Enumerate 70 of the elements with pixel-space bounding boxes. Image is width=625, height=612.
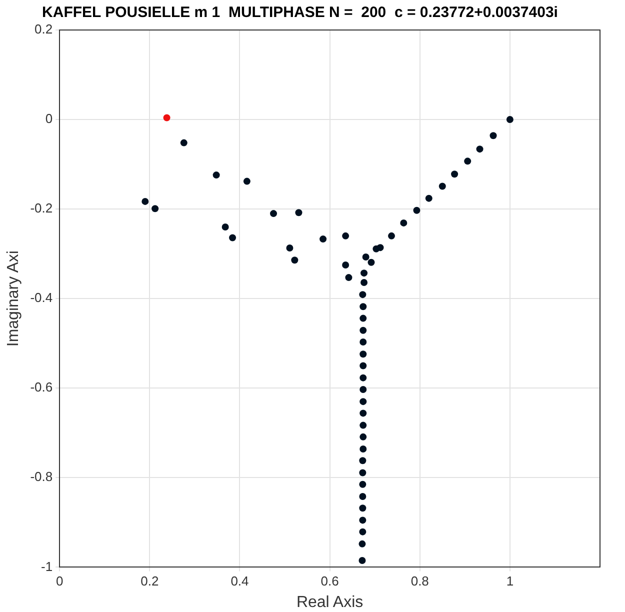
point: [360, 270, 368, 277]
x-axis-title: Real Axis: [296, 594, 364, 611]
x-tick-label: 0.8: [410, 574, 429, 589]
point: [476, 146, 484, 153]
point: [359, 504, 366, 512]
point: [360, 278, 368, 286]
chart-title: KAFFEL POUSIELLE m 1 MULTIPHASE N = 200 c = 0.23772+0.0037403i: [42, 4, 558, 22]
point: [359, 457, 366, 464]
point: [295, 209, 302, 216]
point: [376, 244, 384, 252]
point: [320, 236, 327, 243]
point: [360, 374, 367, 382]
point: [506, 116, 514, 124]
point: [464, 158, 472, 165]
x-tick-label: 0.6: [320, 574, 339, 589]
point: [360, 303, 367, 310]
y-tick-label: -0.6: [30, 380, 53, 395]
point: [229, 234, 236, 242]
point: [360, 422, 367, 429]
point: [359, 291, 366, 298]
point: [451, 170, 458, 178]
y-tick-label: -0.2: [30, 200, 53, 216]
point: [286, 244, 294, 252]
x-tick-label: 0.4: [230, 574, 249, 589]
point: [345, 274, 352, 282]
point: [360, 362, 367, 370]
point: [360, 446, 367, 453]
point: [360, 398, 367, 406]
point: [360, 410, 367, 417]
point: [342, 262, 350, 269]
point: [438, 182, 446, 190]
point: [359, 516, 366, 524]
point: [270, 210, 278, 218]
point: [388, 232, 395, 240]
point: [360, 386, 367, 393]
point: [243, 178, 250, 185]
point: [362, 253, 370, 260]
x-tick-label: 0.2: [140, 574, 159, 589]
y-tick-label: 0: [45, 111, 53, 126]
point: [360, 314, 367, 322]
y-tick-label: -0.4: [30, 290, 53, 306]
point: [359, 480, 366, 488]
point: [163, 114, 170, 122]
point: [212, 172, 220, 179]
point: [359, 492, 366, 500]
y-axis-title: Imaginary Axi: [5, 250, 22, 347]
point: [359, 469, 366, 476]
point: [360, 326, 367, 334]
x-tick-label: 0: [56, 574, 64, 589]
point: [152, 205, 159, 212]
point: [358, 540, 366, 548]
y-tick-label: -0.8: [30, 469, 53, 484]
point: [359, 528, 366, 536]
point: [222, 223, 229, 230]
x-tick-label: 1: [506, 574, 514, 589]
y-tick-label: 0.2: [34, 22, 53, 37]
point: [400, 219, 408, 226]
y-tick-label: -1: [41, 558, 53, 574]
point: [490, 132, 497, 140]
point: [360, 350, 367, 358]
point: [342, 232, 350, 240]
point: [360, 338, 367, 346]
point: [142, 198, 149, 205]
point: [360, 433, 367, 440]
point: [368, 258, 375, 266]
point: [180, 139, 188, 146]
point: [291, 256, 298, 264]
point: [358, 556, 366, 564]
point: [425, 194, 432, 202]
point: [413, 206, 420, 214]
